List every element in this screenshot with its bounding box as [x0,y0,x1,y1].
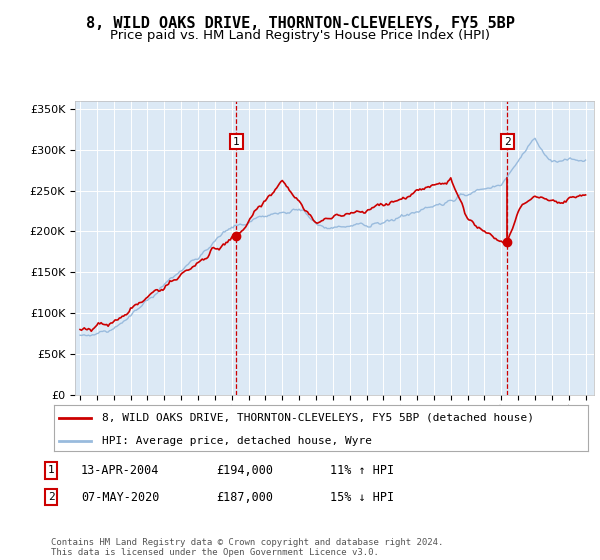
Text: 15% ↓ HPI: 15% ↓ HPI [330,491,394,504]
Text: 1: 1 [233,137,240,147]
Text: HPI: Average price, detached house, Wyre: HPI: Average price, detached house, Wyre [102,436,372,446]
Text: 11% ↑ HPI: 11% ↑ HPI [330,464,394,477]
Text: £187,000: £187,000 [216,491,273,504]
Text: 8, WILD OAKS DRIVE, THORNTON-CLEVELEYS, FY5 5BP (detached house): 8, WILD OAKS DRIVE, THORNTON-CLEVELEYS, … [102,413,534,423]
Text: 13-APR-2004: 13-APR-2004 [81,464,160,477]
Text: 07-MAY-2020: 07-MAY-2020 [81,491,160,504]
Text: £194,000: £194,000 [216,464,273,477]
Text: Price paid vs. HM Land Registry's House Price Index (HPI): Price paid vs. HM Land Registry's House … [110,29,490,42]
Text: 2: 2 [504,137,511,147]
Text: 1: 1 [47,465,55,475]
Text: 2: 2 [47,492,55,502]
Text: Contains HM Land Registry data © Crown copyright and database right 2024.
This d: Contains HM Land Registry data © Crown c… [51,538,443,557]
Text: 8, WILD OAKS DRIVE, THORNTON-CLEVELEYS, FY5 5BP: 8, WILD OAKS DRIVE, THORNTON-CLEVELEYS, … [86,16,514,31]
